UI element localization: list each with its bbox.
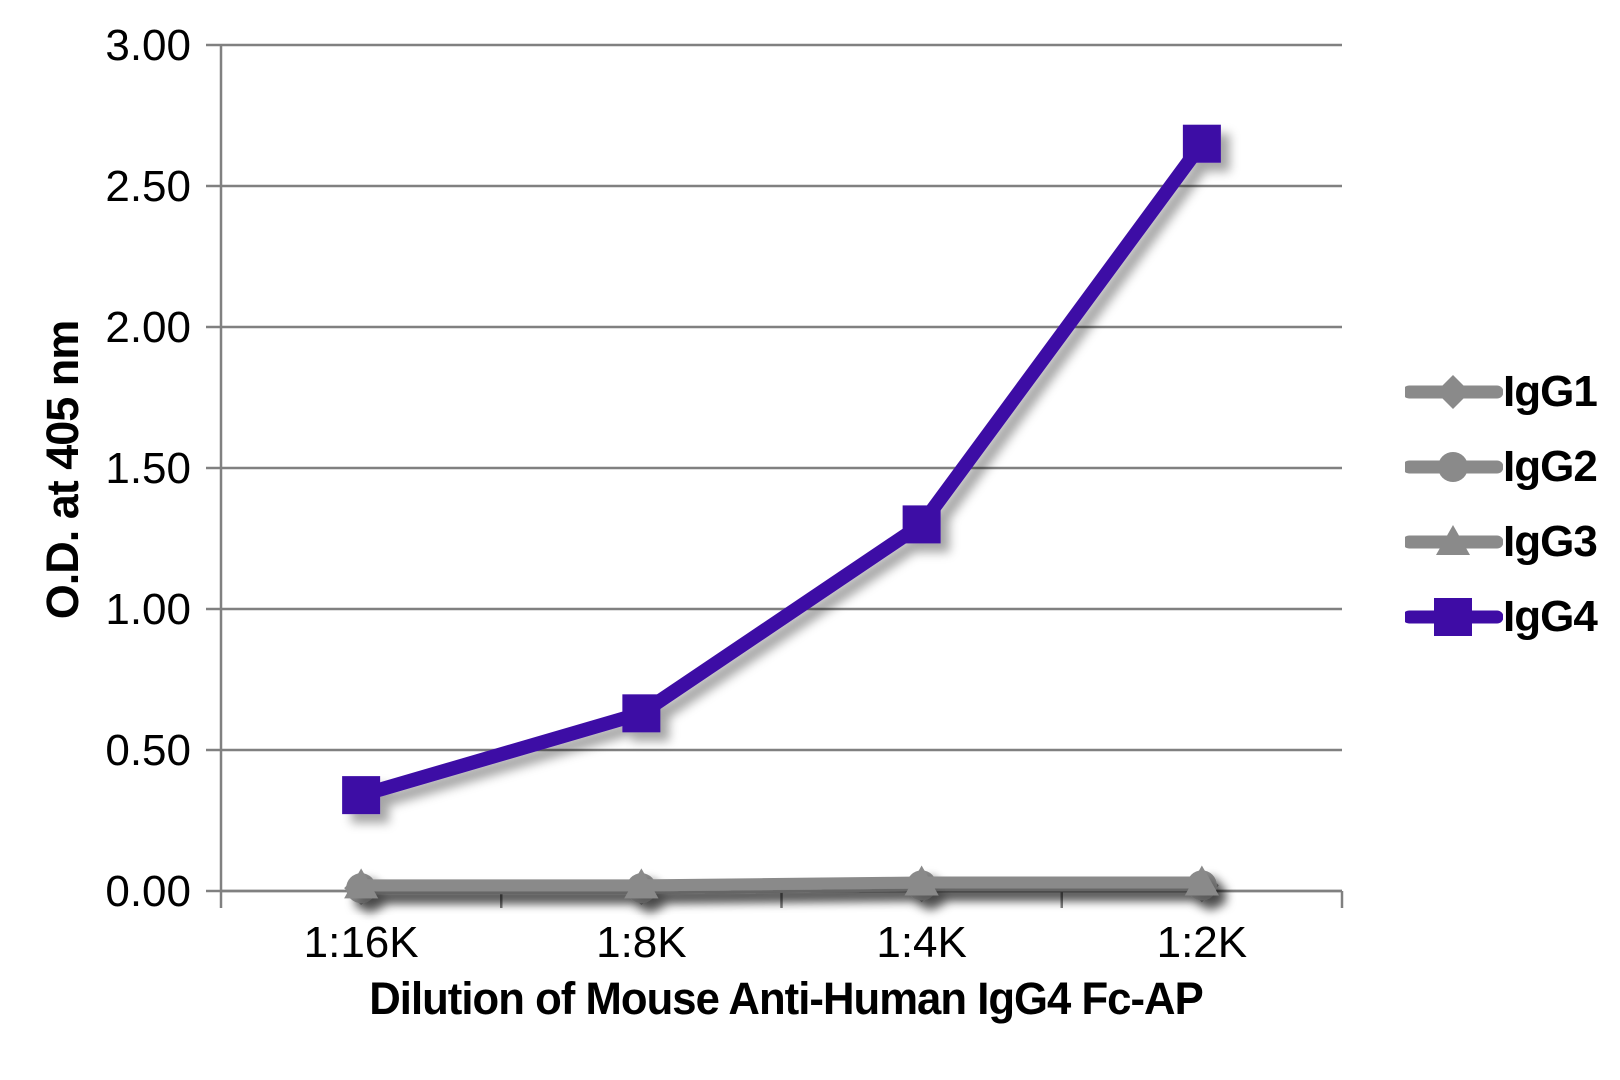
legend-label-IgG4: IgG4 [1503,591,1598,641]
series-line-IgG3 [355,876,1208,892]
y-tick-label: 1.00 [105,585,191,634]
y-tick-label: 2.50 [105,162,191,211]
x-tick-label: 1:16K [304,918,419,967]
y-tick-label: 2.00 [105,303,191,352]
IgG3-triangle-marker [344,868,379,899]
series-IgG4 [342,124,1221,815]
x-tick-label: 1:4K [876,918,967,967]
series-IgG3 [344,865,1219,899]
IgG3-legend-swatch [1405,524,1503,555]
IgG4-square-marker [902,505,941,544]
x-tick-label: 1:8K [596,918,687,967]
IgG3-triangle-marker [1184,865,1219,896]
IgG4-square-marker [342,776,381,815]
y-tick-label: 0.50 [105,726,191,775]
legend-item-IgG1: IgG1 [1405,354,1598,429]
IgG3-legend-triangle-marker [1436,524,1470,555]
x-axis-title: Dilution of Mouse Anti-Human IgG4 Fc-AP [369,973,1203,1024]
IgG4-square-marker [1182,124,1221,163]
IgG4-square-marker [622,694,661,733]
x-tick-label: 1:2K [1157,918,1248,967]
legend-label-IgG1: IgG1 [1503,366,1598,416]
legend-item-IgG4: IgG4 [1405,579,1598,654]
IgG3-triangle-marker [904,865,939,896]
IgG2-legend-swatch [1405,451,1503,482]
legend-label-IgG3: IgG3 [1503,516,1598,566]
legend-item-IgG3: IgG3 [1405,504,1598,579]
legend: IgG1 IgG2 IgG3 IgG4 [1405,354,1598,654]
series-line-IgG4 [354,136,1209,803]
IgG1-legend-swatch [1405,374,1503,409]
y-tick-label: 3.00 [105,21,191,70]
y-tick-label: 0.00 [105,867,191,916]
IgG2-legend-circle-marker [1438,451,1468,482]
IgG1-legend-diamond-marker [1436,374,1470,409]
IgG3-triangle-marker [624,868,659,899]
y-tick-label: 1.50 [105,444,191,493]
legend-item-IgG2: IgG2 [1405,429,1598,504]
legend-label-IgG2: IgG2 [1503,441,1598,491]
y-axis-title: O.D. at 405 nm [37,320,88,620]
IgG4-legend-square-marker [1434,597,1472,636]
IgG4-legend-swatch [1405,597,1503,636]
